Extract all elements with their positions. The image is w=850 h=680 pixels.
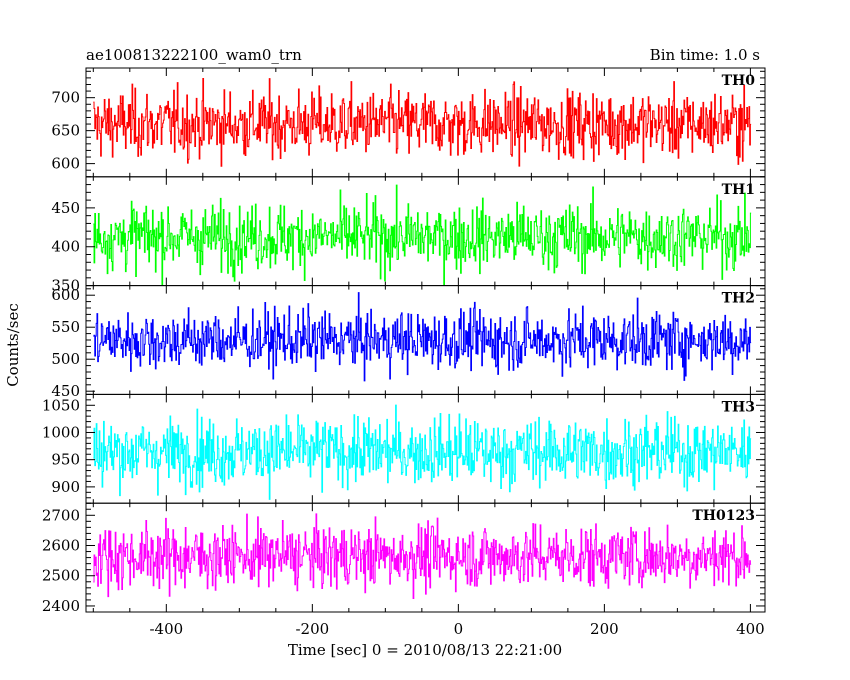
x-axis-title: Time [sec] 0 = 2010/08/13 22:21:00: [288, 641, 562, 659]
y-tick-label: 650: [51, 122, 80, 140]
y-tick-label: 1050: [42, 396, 80, 414]
y-tick-label: 500: [51, 350, 80, 368]
y-tick-label: 550: [51, 318, 80, 336]
y-tick-label: 600: [51, 155, 80, 173]
x-tick-label: 200: [590, 620, 619, 638]
panel-label-th2: TH2: [722, 291, 755, 307]
chart-title-left: ae100813222100_wam0_trn: [86, 46, 302, 64]
panel-label-th0: TH0: [722, 73, 756, 89]
panel-label-th3: TH3: [722, 399, 755, 415]
y-tick-label: 2600: [42, 537, 80, 555]
series-line-th3: [93, 404, 752, 500]
panel-th1: 350 400 450 TH1: [51, 176, 766, 295]
y-tick-label: 600: [51, 286, 80, 304]
x-axis: -400 -200 0 200 400: [149, 620, 764, 638]
y-tick-label: 1000: [42, 423, 80, 441]
series-line-th0123: [93, 513, 752, 599]
y-tick-label: 700: [51, 89, 80, 107]
y-tick-label: 450: [51, 199, 80, 217]
y-tick-label: 450: [51, 382, 80, 400]
y-tick-label: 950: [51, 451, 80, 469]
panel-th0: 600 650 700 TH0: [51, 67, 766, 178]
panel-th0123: 2400 2500 2600 2700 TH0123: [42, 502, 766, 615]
panel-label-th0123: TH0123: [692, 508, 755, 524]
series-line-th2: [93, 292, 752, 382]
y-tick-label: 400: [51, 238, 80, 256]
panel-th2: 450 500 550 600 TH2: [51, 285, 766, 400]
x-tick-label: -200: [295, 620, 329, 638]
y-axis-title: Counts/sec: [4, 303, 22, 387]
y-tick-label: 2700: [42, 506, 80, 524]
x-tick-label: 0: [454, 620, 464, 638]
chart-title-right: Bin time: 1.0 s: [650, 46, 760, 64]
y-tick-label: 2400: [42, 597, 80, 615]
series-line-th0: [93, 78, 752, 167]
x-tick-label: -400: [149, 620, 183, 638]
y-tick-label: 900: [51, 478, 80, 496]
y-tick-label: 350: [51, 277, 80, 295]
panel-label-th1: TH1: [722, 182, 755, 198]
panel-th3: 900 950 1000 1050 TH3: [42, 393, 766, 504]
x-tick-label: 400: [736, 620, 765, 638]
series-line-th1: [93, 184, 752, 286]
panels-group: 600 650 700 TH0 350 400 450 TH1 450 500 550 600 TH2 9…: [42, 67, 766, 615]
y-tick-label: 2500: [42, 567, 80, 585]
